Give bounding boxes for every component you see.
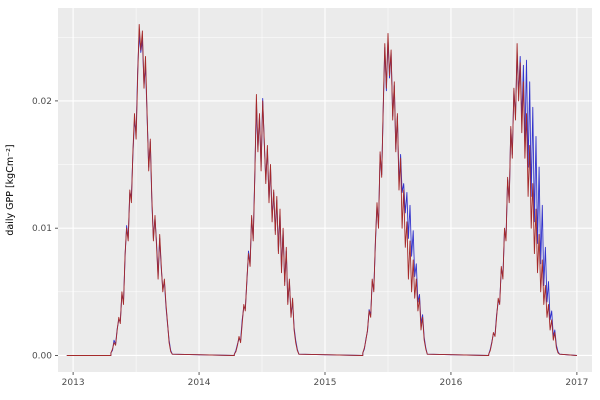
- y-axis-title: daily GPP [kgCm⁻²]: [5, 144, 16, 235]
- x-tick-label: 2014: [188, 378, 211, 388]
- series-red: [66, 24, 577, 356]
- x-tick-label: 2015: [314, 378, 337, 388]
- y-tick-label: 0.00: [32, 351, 52, 361]
- x-tick-label: 2017: [565, 378, 588, 388]
- x-tick-label: 2013: [62, 378, 85, 388]
- y-tick-label: 0.01: [32, 224, 52, 234]
- x-tick-label: 2016: [439, 378, 462, 388]
- y-tick-label: 0.02: [32, 97, 52, 107]
